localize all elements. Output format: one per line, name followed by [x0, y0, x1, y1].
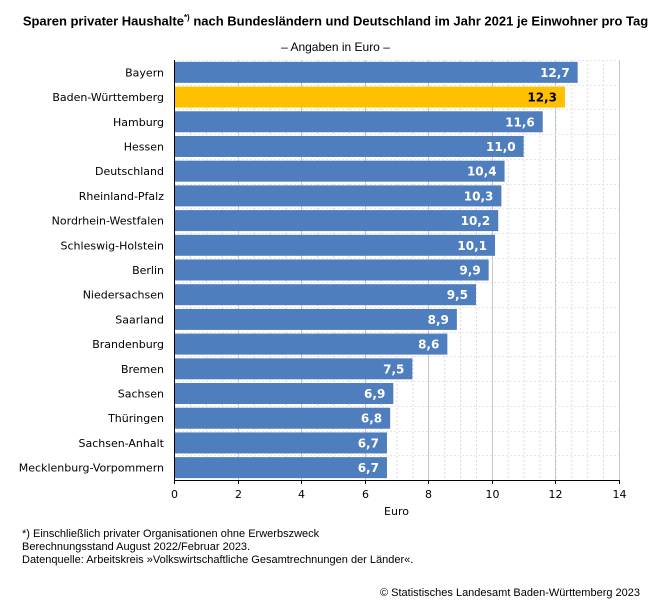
bar-value-label: 10,1	[457, 239, 487, 253]
bar	[174, 260, 489, 281]
x-tick-label: 0	[171, 488, 178, 501]
bar-value-label: 6,7	[358, 461, 379, 475]
footnote-data-source: Datenquelle: Arbeitskreis »Volkswirtscha…	[22, 554, 413, 567]
bar-value-label: 11,6	[505, 115, 535, 129]
bar	[174, 87, 565, 108]
category-label: Deutschland	[95, 165, 164, 178]
category-label: Sachsen	[118, 388, 164, 401]
x-tick-label: 14	[613, 488, 627, 501]
category-label: Bremen	[121, 363, 164, 376]
category-label: Brandenburg	[92, 338, 164, 351]
bar-value-label: 9,9	[459, 264, 480, 278]
bar	[174, 235, 495, 256]
footnote-organisations: *) Einschließlich privater Organisatione…	[22, 528, 319, 541]
bar-value-label: 10,2	[461, 214, 491, 228]
category-label: Bayern	[125, 66, 164, 79]
bar	[174, 358, 412, 379]
category-label: Berlin	[132, 264, 164, 277]
x-tick-label: 6	[362, 488, 369, 501]
bar	[174, 210, 498, 231]
bar	[174, 111, 543, 132]
bar	[174, 136, 524, 157]
bar-chart: 12,7 12,3 11,6 11,0 10,4 10,3 10,2 10,1 9,9 9,5 8,…	[0, 0, 651, 520]
copyright-notice: © Statistisches Landesamt Baden-Württemb…	[380, 587, 640, 600]
x-tick-label: 8	[425, 488, 432, 501]
category-label: Hamburg	[113, 116, 164, 129]
bar-value-label: 6,8	[361, 412, 382, 426]
x-tick-label: 4	[298, 488, 305, 501]
bar-value-label: 6,7	[358, 436, 379, 450]
bar-value-label: 6,9	[364, 387, 385, 401]
category-label: Rheinland-Pfalz	[79, 190, 164, 203]
bar-value-label: 10,4	[467, 165, 497, 179]
bar	[174, 62, 578, 83]
category-label: Niedersachsen	[83, 289, 164, 302]
category-label: Schleswig-Holstein	[61, 239, 164, 252]
bar-value-label: 8,9	[428, 313, 449, 327]
category-label: Thüringen	[107, 412, 164, 425]
x-tick-label: 10	[486, 488, 500, 501]
category-label: Sachsen-Anhalt	[78, 437, 164, 450]
bar	[174, 457, 387, 478]
category-label: Hessen	[124, 140, 164, 153]
bar	[174, 383, 393, 404]
x-tick-label: 2	[235, 488, 242, 501]
bar-value-label: 11,0	[486, 140, 516, 154]
bar-value-label: 8,6	[418, 338, 439, 352]
bar-value-label: 7,5	[383, 362, 404, 376]
category-label: Saarland	[115, 313, 164, 326]
bar-value-label: 12,3	[527, 91, 557, 105]
bar	[174, 432, 387, 453]
category-label: Mecklenburg-Vorpommern	[19, 462, 164, 475]
x-tick-label: 12	[549, 488, 563, 501]
bar	[174, 309, 457, 330]
bar	[174, 408, 390, 429]
bar-value-label: 10,3	[464, 189, 494, 203]
bar	[174, 284, 476, 305]
x-axis-title: Euro	[384, 505, 409, 518]
bar	[174, 161, 505, 182]
footnote-calculation-date: Berechnungsstand August 2022/Februar 202…	[22, 541, 250, 554]
bar	[174, 334, 447, 355]
category-label: Nordrhein-Westfalen	[52, 215, 164, 228]
bar-value-label: 12,7	[540, 66, 570, 80]
bar-value-label: 9,5	[447, 288, 468, 302]
category-label: Baden-Württemberg	[52, 91, 164, 104]
bar	[174, 185, 501, 206]
